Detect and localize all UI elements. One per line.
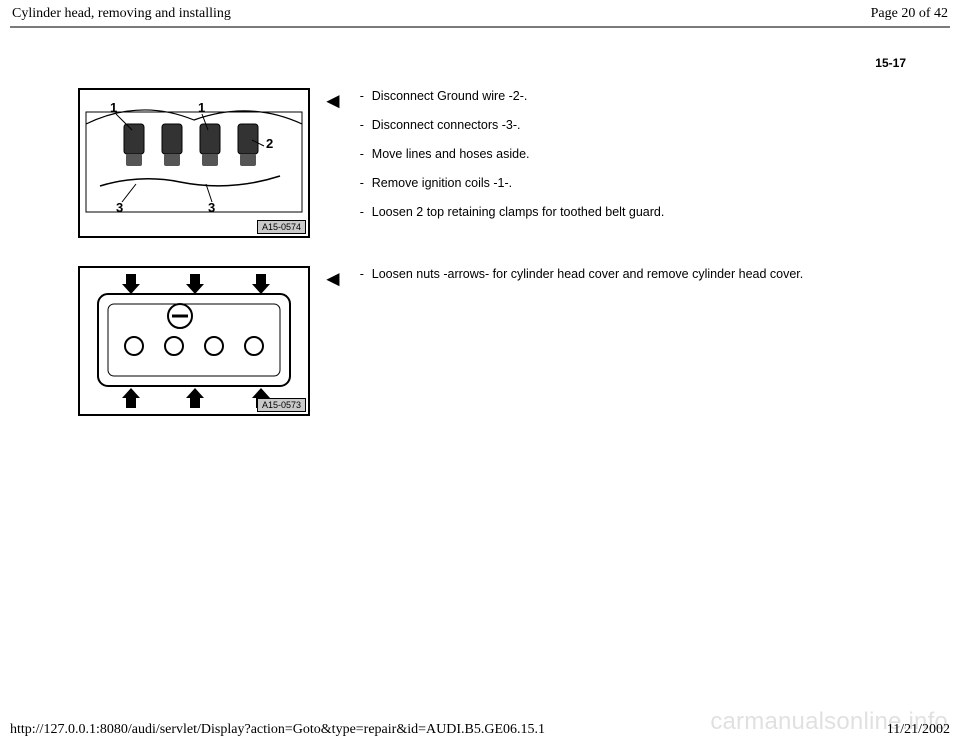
footer-date: 11/21/2002 bbox=[887, 722, 950, 738]
list-item: Loosen 2 top retaining clamps for toothe… bbox=[360, 204, 906, 221]
figure-label: A15-0573 bbox=[257, 398, 306, 412]
step-list: Disconnect Ground wire -2-. Disconnect c… bbox=[344, 88, 906, 232]
step-list: Loosen nuts -arrows- for cylinder head c… bbox=[344, 266, 906, 295]
svg-text:1: 1 bbox=[110, 100, 117, 115]
instruction-block: 1 1 2 3 3 A15-0574 ◄ Disconnect bbox=[78, 88, 906, 238]
content-area: 1 1 2 3 3 A15-0574 ◄ Disconnect bbox=[10, 88, 950, 416]
triangle-marker-icon: ◄ bbox=[310, 88, 344, 112]
svg-text:1: 1 bbox=[198, 100, 205, 115]
svg-text:3: 3 bbox=[208, 200, 215, 215]
figure-head-cover: A15-0573 bbox=[78, 266, 310, 416]
figure-label: A15-0574 bbox=[257, 220, 306, 234]
list-item: Remove ignition coils -1-. bbox=[360, 175, 906, 192]
list-item: Disconnect Ground wire -2-. bbox=[360, 88, 906, 105]
svg-text:3: 3 bbox=[116, 200, 123, 215]
page-number: Page 20 of 42 bbox=[871, 6, 948, 22]
footer-url: http://127.0.0.1:8080/audi/servlet/Displ… bbox=[10, 722, 545, 738]
header-rule bbox=[10, 26, 950, 28]
list-item: Loosen nuts -arrows- for cylinder head c… bbox=[360, 266, 906, 283]
section-number: 15-17 bbox=[10, 56, 906, 70]
svg-text:2: 2 bbox=[266, 136, 273, 151]
figure-engine-coils: 1 1 2 3 3 A15-0574 bbox=[78, 88, 310, 238]
instruction-block: A15-0573 ◄ Loosen nuts -arrows- for cyli… bbox=[78, 266, 906, 416]
list-item: Disconnect connectors -3-. bbox=[360, 117, 906, 134]
list-item: Move lines and hoses aside. bbox=[360, 146, 906, 163]
page-title: Cylinder head, removing and installing bbox=[12, 6, 231, 22]
triangle-marker-icon: ◄ bbox=[310, 266, 344, 290]
